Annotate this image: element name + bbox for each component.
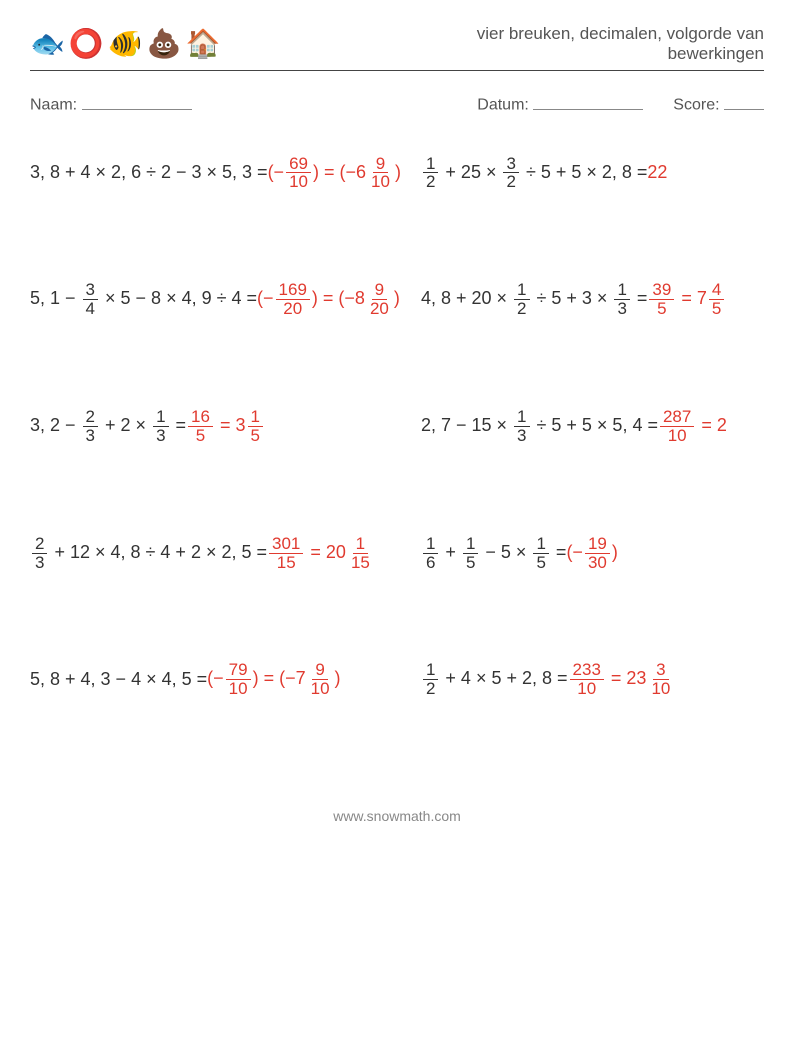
worksheet-title: vier breuken, decimalen, volgorde van be… [477,24,764,64]
problem-expression: 12 + 25 × 32 ÷ 5 + 5 × 2, 8 = [421,155,647,192]
ring-icon: ⭕ [69,30,104,58]
worksheet-header: 🐟 ⭕ 🐠 💩 🏠 vier breuken, decimalen, volgo… [30,24,764,71]
date-field[interactable] [533,91,643,110]
problem-3: 5, 1 − 34 × 5 − 8 × 4, 9 ÷ 4 = (−16920) … [30,281,401,318]
problem-expression: 23 + 12 × 4, 8 ÷ 4 + 2 × 2, 5 = [30,535,267,572]
problem-8: 16 + 15 − 5 × 15 = (−1930) [421,535,764,572]
problem-answer: (−1930) [566,535,617,572]
problem-expression: 5, 1 − 34 × 5 − 8 × 4, 9 ÷ 4 = [30,281,257,318]
bowl-icon: 🐠 [108,30,143,58]
problem-expression: 12 + 4 × 5 + 2, 8 = [421,661,568,698]
problem-expression: 2, 7 − 15 × 13 ÷ 5 + 5 × 5, 4 = [421,408,658,445]
problem-9: 5, 8 + 4, 3 − 4 × 4, 5 = (−7910) = (−791… [30,661,401,698]
footer-url: www.snowmath.com [30,808,764,824]
fish-icon: 🐟 [30,30,65,58]
name-field[interactable] [82,91,192,110]
problem-expression: 4, 8 + 20 × 12 ÷ 5 + 3 × 13 = [421,281,647,318]
date-label: Datum: [477,97,529,114]
problems-grid: 3, 8 + 4 × 2, 6 ÷ 2 − 3 × 5, 3 = (−6910)… [30,155,764,698]
problem-10: 12 + 4 × 5 + 2, 8 = 23310 = 23310 [421,661,764,698]
problem-5: 3, 2 − 23 + 2 × 13 = 165 = 315 [30,408,401,445]
problem-answer: 395 = 745 [647,281,726,318]
problem-answer: 30115 = 20115 [267,535,375,572]
problem-2: 12 + 25 × 32 ÷ 5 + 5 × 2, 8 = 22 [421,155,764,192]
problem-answer: 28710 = 2 [658,408,727,445]
problem-4: 4, 8 + 20 × 12 ÷ 5 + 3 × 13 = 395 = 745 [421,281,764,318]
poop-icon: 💩 [147,30,182,58]
problem-expression: 16 + 15 − 5 × 15 = [421,535,566,572]
problem-expression: 3, 8 + 4 × 2, 6 ÷ 2 − 3 × 5, 3 = [30,162,268,183]
problem-answer: 165 = 315 [186,408,265,445]
problem-expression: 3, 2 − 23 + 2 × 13 = [30,408,186,445]
problem-answer: (−7910) = (−7910) [207,661,340,698]
problem-answer: (−16920) = (−8920) [257,281,400,318]
header-icons: 🐟 ⭕ 🐠 💩 🏠 [30,30,220,58]
problem-7: 23 + 12 × 4, 8 ÷ 4 + 2 × 2, 5 = 30115 = … [30,535,401,572]
meta-row: Naam: Datum: Score: [30,91,764,115]
problem-expression: 5, 8 + 4, 3 − 4 × 4, 5 = [30,669,207,690]
problem-answer: 22 [647,162,667,183]
house-icon: 🏠 [186,30,221,58]
problem-1: 3, 8 + 4 × 2, 6 ÷ 2 − 3 × 5, 3 = (−6910)… [30,155,401,192]
name-label: Naam: [30,97,77,114]
problem-answer: 23310 = 23310 [568,661,676,698]
score-label: Score: [673,97,719,114]
problem-6: 2, 7 − 15 × 13 ÷ 5 + 5 × 5, 4 = 28710 = … [421,408,764,445]
problem-answer: (−6910) = (−6910) [268,155,401,192]
score-field[interactable] [724,91,764,110]
